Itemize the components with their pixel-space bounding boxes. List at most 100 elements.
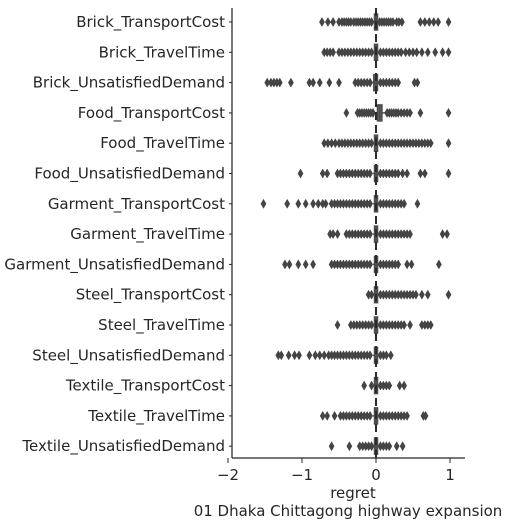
outlier-point [413,289,419,300]
box-group [275,346,394,365]
outlier-point [404,259,410,270]
outlier-point [417,168,424,179]
x-tick-label: −1 [291,466,313,484]
outlier-point [334,229,341,240]
outlier-point [407,229,413,240]
outlier-point [368,47,375,58]
outlier-point [316,350,323,361]
chart-subtitle: 01 Dhaka Chittagong highway expansion [194,502,503,520]
outlier-point [312,350,319,361]
outlier-point [418,289,425,300]
box-group [260,195,421,213]
outlier-point [445,47,452,58]
outlier-point [367,259,373,270]
outlier-point [383,350,390,361]
category-labels: Brick_TransportCost Brick_TravelTime Brick… [4,13,232,456]
box-group [327,225,450,243]
outlier-point [288,77,294,88]
outlier-point [396,380,403,391]
outlier-point [398,47,405,58]
outlier-point [407,320,413,330]
outlier-point [336,77,342,88]
outlier-point [435,17,442,27]
category-label: Brick_TravelTime [99,43,225,62]
outlier-point [418,47,425,58]
outlier-point [322,198,329,209]
box-group [361,376,408,395]
outlier-point [424,47,431,58]
box-group [334,316,434,334]
outlier-point [417,107,424,118]
category-label: Steel_TransportCost [76,286,225,305]
outlier-point [278,350,285,361]
outlier-point [387,350,394,361]
outlier-point [325,17,331,27]
outlier-point [436,259,442,270]
outlier-point [421,17,428,27]
outlier-point [326,77,333,88]
outlier-point [393,441,400,452]
x-axis: −2 −1 0 1 [217,8,465,484]
outlier-point [408,259,415,270]
outlier-point [445,138,452,149]
outlier-point [426,17,433,27]
category-label: Steel_TravelTime [98,316,225,335]
outlier-point [445,107,452,118]
outlier-point [295,198,302,209]
outlier-point [432,47,439,58]
outlier-point [368,138,375,149]
outlier-point [296,350,302,361]
outlier-point [319,410,326,421]
outlier-point [328,441,335,452]
outlier-point [427,320,434,330]
outlier-point [417,17,424,27]
outlier-point [413,47,420,58]
outlier-point [439,229,446,240]
outlier-point [260,198,267,209]
outlier-point [319,17,325,27]
outlier-point [361,380,368,391]
x-tick-label: 1 [445,466,455,484]
box-group [282,255,442,274]
category-label: Food_UnsatisfiedDemand [34,165,225,184]
outlier-point [297,168,304,179]
outlier-point [302,259,309,270]
outlier-point [367,350,373,361]
outlier-point [330,229,336,240]
outlier-point [315,198,322,209]
outlier-point [386,441,393,452]
outlier-point [324,410,331,421]
category-label: Textile_TransportCost [65,377,225,396]
outlier-point [399,441,406,452]
outlier-point [295,259,302,270]
outlier-point [414,198,421,209]
box-group [297,164,452,183]
outlier-point [395,168,402,179]
outlier-point [422,410,429,421]
outlier-point [285,350,292,361]
outlier-point [370,107,376,118]
outlier-point [343,107,350,118]
outlier-point [399,168,406,179]
outlier-point [368,441,375,452]
outlier-point [367,229,373,240]
category-label: Textile_UnsatisfiedDemand [21,437,225,456]
outlier-point [282,259,288,270]
outlier-point [291,350,298,361]
outlier-point [367,77,373,88]
category-label: Food_TransportCost [78,104,225,123]
category-label: Garment_UnsatisfiedDemand [4,255,225,274]
outlier-point [399,17,405,27]
box-group [328,437,406,455]
outlier-point [321,350,328,361]
category-label: Brick_UnsatisfiedDemand [33,74,225,93]
outlier-point [330,47,336,58]
outlier-point [386,380,393,391]
category-label: Steel_UnsatisfiedDemand [32,346,225,365]
outlier-point [284,198,291,209]
x-tick-label: 0 [371,466,381,484]
outlier-point [310,198,316,209]
outlier-point [324,168,331,179]
box-group [319,13,452,31]
category-label: Brick_TransportCost [76,13,225,32]
